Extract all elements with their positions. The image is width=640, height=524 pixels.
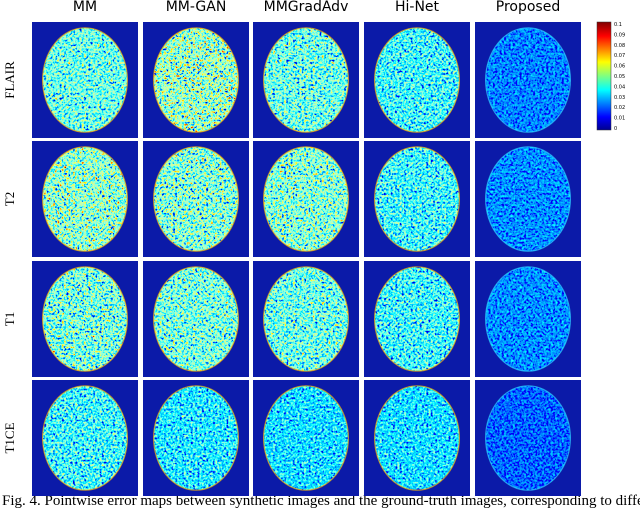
error-map bbox=[32, 141, 138, 257]
error-map bbox=[143, 380, 249, 496]
brain-outline bbox=[485, 27, 572, 133]
colorbar-tick-label: 0.02 bbox=[614, 105, 625, 111]
brain-outline bbox=[153, 385, 240, 491]
brain-outline bbox=[41, 266, 129, 372]
brain-error bbox=[153, 385, 239, 491]
brain-outline bbox=[263, 146, 350, 252]
colorbar-tick-label: 0.07 bbox=[614, 53, 625, 59]
error-map bbox=[143, 261, 249, 377]
colorbar bbox=[596, 21, 612, 131]
brain-error bbox=[263, 385, 349, 491]
colorbar-tick-label: 0.06 bbox=[614, 64, 625, 70]
error-map bbox=[475, 141, 581, 257]
colorbar-tick-label: 0.08 bbox=[614, 43, 625, 49]
colorbar-tick-label: 0.03 bbox=[614, 95, 625, 101]
error-map bbox=[32, 380, 138, 496]
brain-outline bbox=[485, 146, 572, 252]
brain-error bbox=[42, 146, 128, 252]
error-map bbox=[143, 141, 249, 257]
brain-error bbox=[42, 385, 128, 491]
brain-outline bbox=[153, 266, 240, 372]
brain-error bbox=[485, 266, 571, 372]
brain-outline bbox=[374, 146, 461, 252]
column-title: Hi-Net bbox=[395, 0, 440, 15]
brain-error bbox=[42, 266, 128, 372]
colorbar-tick-label: 0.05 bbox=[614, 74, 625, 80]
error-map bbox=[32, 261, 138, 377]
brain-outline bbox=[153, 146, 240, 252]
error-map bbox=[143, 22, 249, 138]
column-title: MMGradAdv bbox=[264, 0, 349, 15]
row-label: T1 bbox=[2, 312, 17, 326]
error-map bbox=[475, 380, 581, 496]
error-map bbox=[253, 141, 359, 257]
error-map bbox=[475, 22, 581, 138]
caption: Fig. 4. Pointwise error maps between syn… bbox=[2, 493, 640, 509]
error-map bbox=[475, 261, 581, 377]
brain-error bbox=[485, 385, 571, 491]
brain-outline bbox=[374, 266, 461, 372]
brain-outline bbox=[374, 27, 461, 133]
brain-error bbox=[485, 27, 571, 133]
error-map bbox=[364, 380, 470, 496]
error-map bbox=[32, 22, 138, 138]
brain-error bbox=[263, 146, 349, 252]
row-label: FLAIR bbox=[2, 61, 17, 99]
brain-error bbox=[42, 27, 128, 133]
brain-error bbox=[263, 266, 349, 372]
brain-error bbox=[374, 385, 460, 491]
column-title: Proposed bbox=[496, 0, 560, 15]
brain-outline bbox=[263, 27, 350, 133]
error-map bbox=[364, 261, 470, 377]
row-label: T1CE bbox=[2, 422, 17, 453]
brain-outline bbox=[485, 385, 572, 491]
brain-outline bbox=[374, 385, 461, 491]
brain-outline bbox=[263, 385, 350, 491]
colorbar-tick-label: 0 bbox=[614, 126, 617, 132]
brain-error bbox=[374, 27, 460, 133]
brain-outline bbox=[41, 146, 129, 252]
colorbar-tick-label: 0.01 bbox=[614, 116, 625, 122]
brain-outline bbox=[263, 266, 350, 372]
brain-outline bbox=[153, 27, 240, 133]
brain-outline bbox=[41, 385, 129, 491]
brain-error bbox=[263, 27, 349, 133]
brain-error bbox=[153, 266, 239, 372]
error-map bbox=[364, 141, 470, 257]
brain-error bbox=[374, 146, 460, 252]
error-map bbox=[253, 380, 359, 496]
column-title: MM-GAN bbox=[166, 0, 227, 15]
error-map bbox=[364, 22, 470, 138]
brain-error bbox=[153, 146, 239, 252]
colorbar-tick-label: 0.09 bbox=[614, 32, 625, 38]
colorbar-tick-label: 0.1 bbox=[614, 22, 622, 28]
error-map bbox=[253, 22, 359, 138]
column-title: MM bbox=[73, 0, 97, 15]
brain-error bbox=[485, 146, 571, 252]
brain-error bbox=[374, 266, 460, 372]
error-map bbox=[253, 261, 359, 377]
brain-error bbox=[153, 27, 239, 133]
brain-outline bbox=[485, 266, 572, 372]
colorbar-tick-label: 0.04 bbox=[614, 84, 625, 90]
brain-outline bbox=[41, 27, 129, 133]
row-label: T2 bbox=[2, 192, 17, 206]
